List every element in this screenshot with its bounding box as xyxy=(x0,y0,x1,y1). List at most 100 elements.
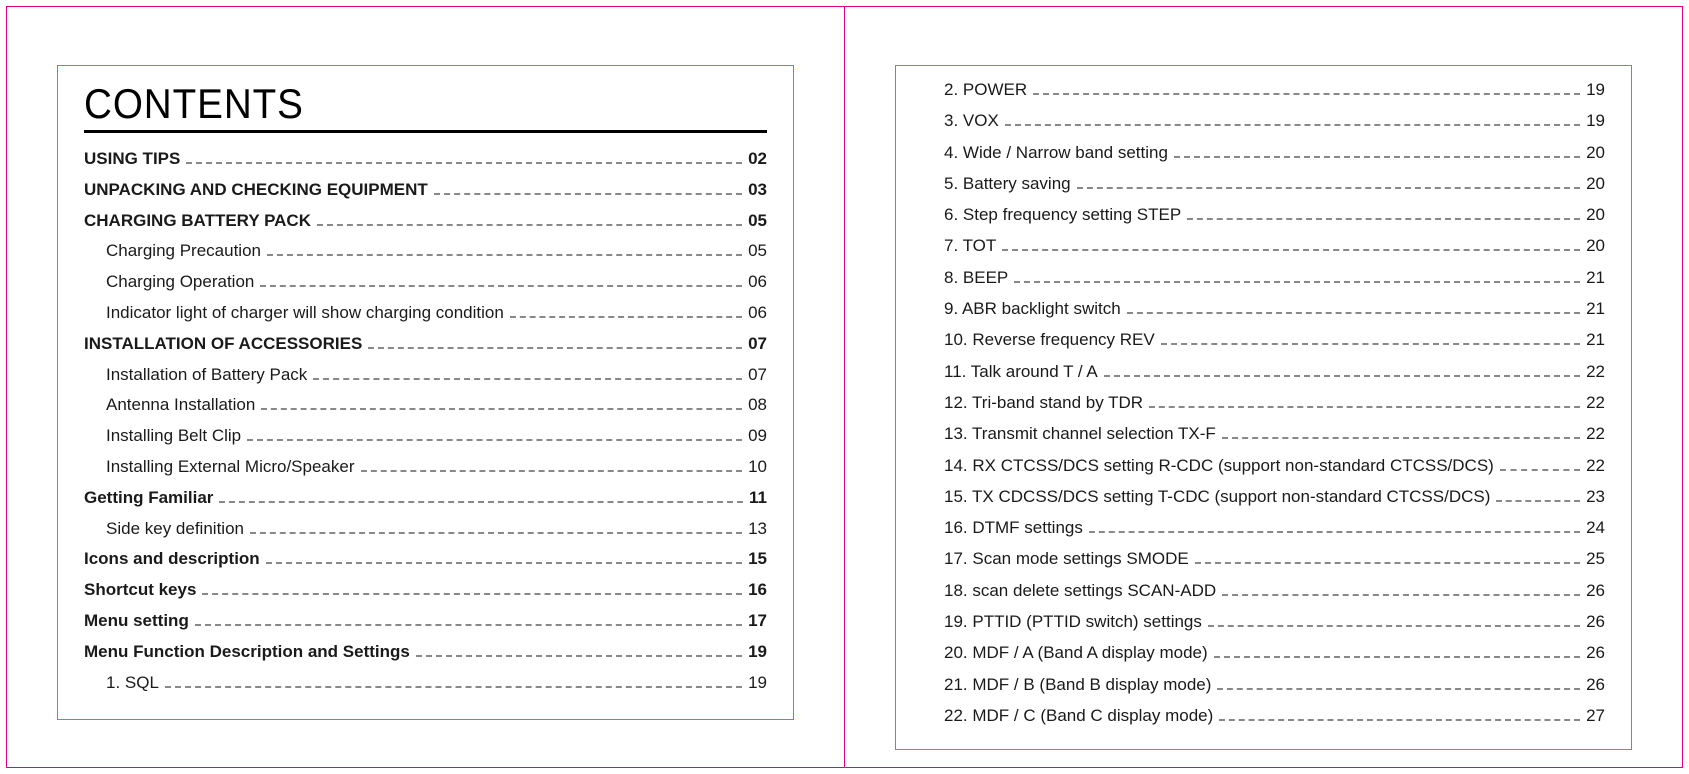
toc-page-number: 20 xyxy=(1586,172,1605,196)
toc-row: 3. VOX19 xyxy=(922,109,1605,133)
toc-label: Charging Operation xyxy=(106,270,254,294)
toc-row: 1. SQL 19 xyxy=(84,671,767,695)
toc-row: 8. BEEP 21 xyxy=(922,266,1605,290)
toc-label: 20. MDF / A (Band A display mode) xyxy=(944,641,1208,665)
toc-leader xyxy=(261,408,742,410)
toc-label: INSTALLATION OF ACCESSORIES xyxy=(84,332,362,356)
toc-leader xyxy=(250,532,742,534)
toc-label: 3. VOX xyxy=(944,109,999,133)
toc-page-number: 06 xyxy=(748,270,767,294)
toc-leader xyxy=(1217,688,1580,690)
toc-label: 19. PTTID (PTTID switch) settings xyxy=(944,610,1202,634)
toc-row: 22. MDF / C (Band C display mode)27 xyxy=(922,704,1605,728)
toc-label: Shortcut keys xyxy=(84,578,196,602)
toc-page-number: 17 xyxy=(748,609,767,633)
contents-heading: CONTENTS xyxy=(84,80,712,128)
toc-leader xyxy=(1005,124,1580,126)
toc-label: 2. POWER xyxy=(944,78,1027,102)
toc-page-number: 10 xyxy=(748,455,767,479)
toc-leader xyxy=(1219,719,1580,721)
toc-row: Menu Function Description and Settings19 xyxy=(84,640,767,664)
toc-leader xyxy=(1149,406,1580,408)
toc-page-number: 09 xyxy=(748,424,767,448)
toc-page-number: 27 xyxy=(1586,704,1605,728)
toc-row: 2. POWER 19 xyxy=(922,78,1605,102)
toc-row: 13. Transmit channel selection TX-F22 xyxy=(922,422,1605,446)
toc-label: 10. Reverse frequency REV xyxy=(944,328,1155,352)
toc-leader xyxy=(1214,656,1580,658)
toc-leader xyxy=(1002,249,1580,251)
toc-label: 8. BEEP xyxy=(944,266,1008,290)
toc-row: Installing External Micro/Speaker 10 xyxy=(84,455,767,479)
toc-row: 4. Wide / Narrow band setting20 xyxy=(922,141,1605,165)
toc-page-number: 03 xyxy=(748,178,767,202)
toc-page-number: 22 xyxy=(1586,360,1605,384)
toc-page-number: 07 xyxy=(748,332,767,356)
toc-leader xyxy=(1496,500,1580,502)
toc-row: INSTALLATION OF ACCESSORIES 07 xyxy=(84,332,767,356)
toc-row: Installation of Battery Pack 07 xyxy=(84,363,767,387)
toc-leader xyxy=(1104,375,1580,377)
toc-page-number: 26 xyxy=(1586,641,1605,665)
toc-label: 21. MDF / B (Band B display mode) xyxy=(944,673,1211,697)
toc-leader xyxy=(1195,562,1580,564)
toc-leader xyxy=(317,224,742,226)
toc-leader xyxy=(1187,218,1580,220)
toc-leader xyxy=(219,501,743,503)
toc-page-number: 13 xyxy=(748,517,767,541)
toc-leader xyxy=(247,439,742,441)
toc-leader xyxy=(1089,531,1580,533)
toc-page-number: 20 xyxy=(1586,234,1605,258)
toc-page-number: 07 xyxy=(748,363,767,387)
toc-label: Menu Function Description and Settings xyxy=(84,640,410,664)
heading-rule xyxy=(84,130,767,133)
toc-label: 17. Scan mode settings SMODE xyxy=(944,547,1189,571)
toc-label: 1. SQL xyxy=(106,671,159,695)
toc-page-number: 26 xyxy=(1586,610,1605,634)
toc-page-number: 20 xyxy=(1586,141,1605,165)
toc-leader xyxy=(165,686,742,688)
toc-leader xyxy=(186,162,742,164)
toc-label: 7. TOT xyxy=(944,234,996,258)
toc-row: Charging Precaution05 xyxy=(84,239,767,263)
toc-label: Antenna Installation xyxy=(106,393,255,417)
toc-label: Side key definition xyxy=(106,517,244,541)
toc-label: Indicator light of charger will show cha… xyxy=(106,301,504,325)
toc-label: Installing Belt Clip xyxy=(106,424,241,448)
toc-leader xyxy=(1161,343,1580,345)
toc-row: Charging Operation 06 xyxy=(84,270,767,294)
toc-leader xyxy=(260,285,742,287)
toc-row: 5. Battery saving20 xyxy=(922,172,1605,196)
toc-row: 6. Step frequency setting STEP20 xyxy=(922,203,1605,227)
toc-leader xyxy=(1222,437,1580,439)
toc-row: 20. MDF / A (Band A display mode) 26 xyxy=(922,641,1605,665)
toc-page-number: 19 xyxy=(748,671,767,695)
toc-page-number: 21 xyxy=(1586,328,1605,352)
toc-page-number: 25 xyxy=(1586,547,1605,571)
toc-page-number: 11 xyxy=(749,486,767,510)
toc-page-number: 21 xyxy=(1586,266,1605,290)
toc-label: 18. scan delete settings SCAN-ADD xyxy=(944,579,1216,603)
toc-row: USING TIPS02 xyxy=(84,147,767,171)
toc-leader xyxy=(1077,187,1580,189)
toc-box-right: 2. POWER 19 3. VOX19 4. Wide / Narrow band … xyxy=(895,65,1632,750)
toc-row: Icons and description15 xyxy=(84,547,767,571)
toc-label: Installation of Battery Pack xyxy=(106,363,307,387)
toc-row: 11. Talk around T / A22 xyxy=(922,360,1605,384)
toc-row: 10. Reverse frequency REV 21 xyxy=(922,328,1605,352)
toc-page-number: 08 xyxy=(748,393,767,417)
toc-page-number: 26 xyxy=(1586,673,1605,697)
toc-leader xyxy=(1174,156,1580,158)
toc-leader xyxy=(1033,93,1580,95)
crop-marks-frame: CONTENTS USING TIPS02UNPACKING AND CHECK… xyxy=(6,6,1683,768)
toc-row: Side key definition 13 xyxy=(84,517,767,541)
toc-leader xyxy=(1222,594,1580,596)
toc-leader xyxy=(1500,469,1580,471)
toc-page-number: 15 xyxy=(748,547,767,571)
toc-label: Installing External Micro/Speaker xyxy=(106,455,355,479)
toc-row: 16. DTMF settings24 xyxy=(922,516,1605,540)
toc-row: Getting Familiar11 xyxy=(84,486,767,510)
toc-row: Shortcut keys16 xyxy=(84,578,767,602)
toc-row: 17. Scan mode settings SMODE 25 xyxy=(922,547,1605,571)
toc-page-number: 19 xyxy=(1586,78,1605,102)
